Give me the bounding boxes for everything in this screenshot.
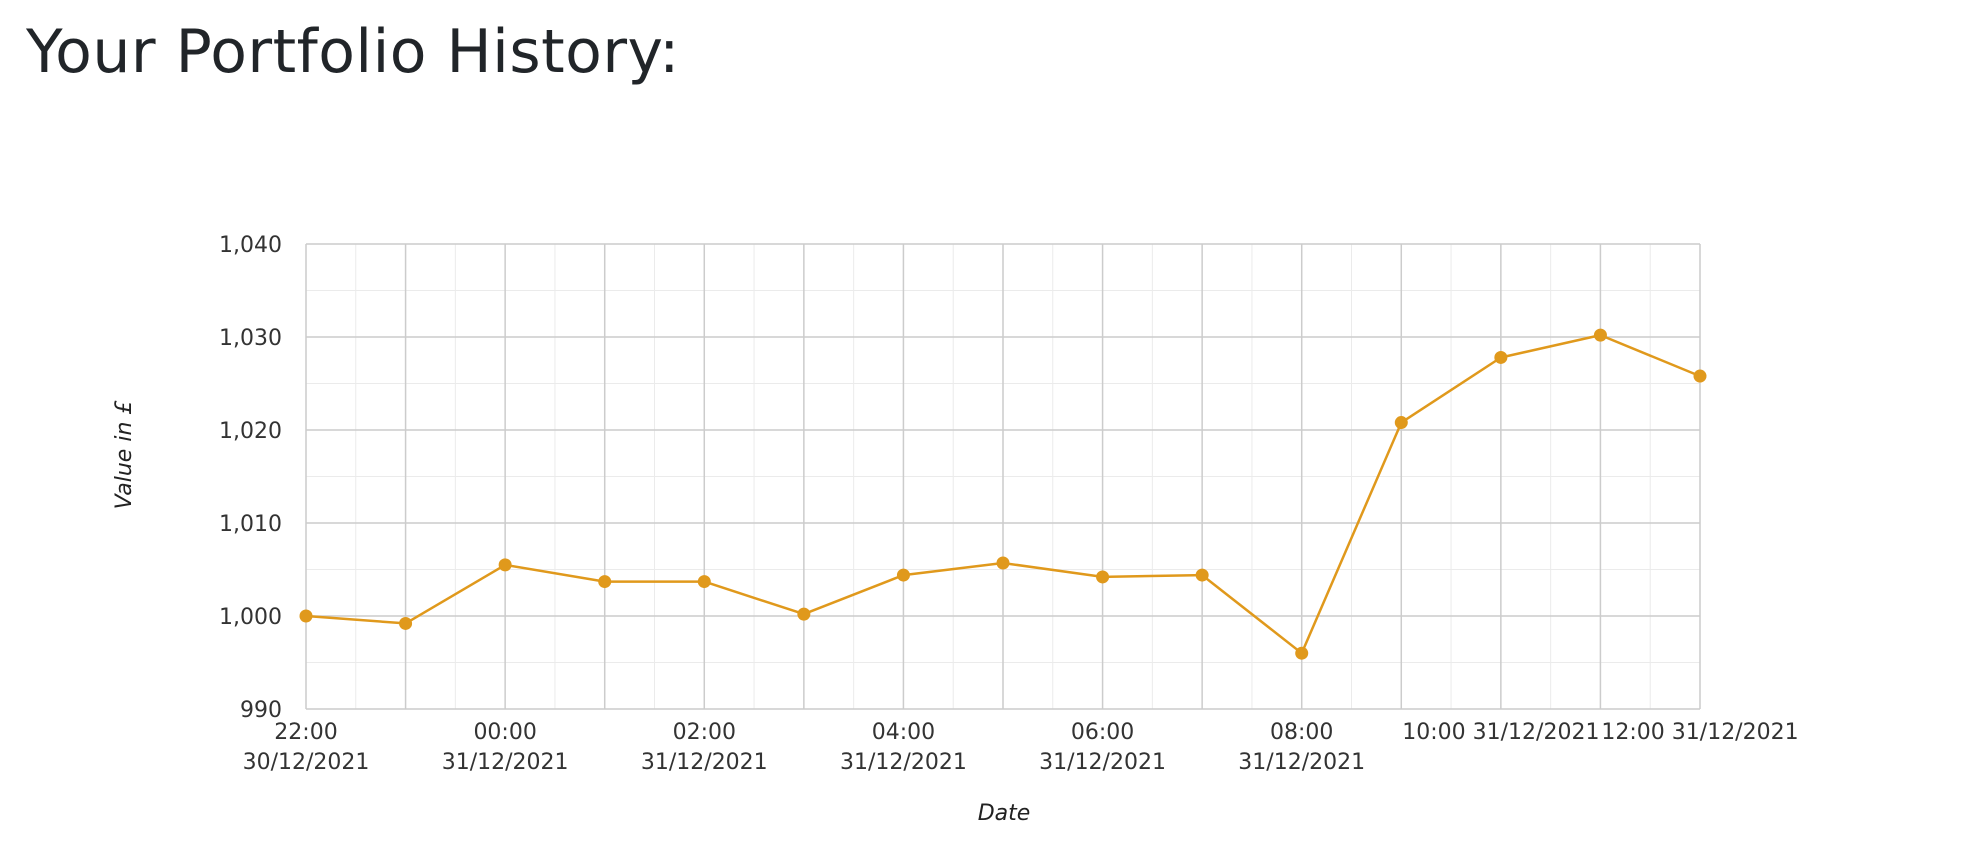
x-tick-label: 02:00 — [673, 720, 736, 745]
x-tick-date-label: 30/12/2021 — [243, 750, 370, 775]
y-tick-label: 990 — [240, 698, 282, 723]
x-tick-date-label: 31/12/2021 — [641, 750, 768, 775]
x-tick-label: 08:00 — [1270, 720, 1333, 745]
data-point — [996, 556, 1010, 570]
y-axis-title: Value in £ — [112, 400, 137, 510]
data-point — [1593, 328, 1607, 342]
x-tick-date-label: 31/12/2021 — [442, 750, 569, 775]
y-tick-label: 1,010 — [219, 512, 282, 537]
data-point — [598, 575, 612, 589]
x-tick-date-label: 31/12/2021 — [1238, 750, 1365, 775]
data-point — [498, 558, 512, 572]
data-point — [797, 607, 811, 621]
y-tick-label: 1,020 — [219, 419, 282, 444]
series-layer — [299, 328, 1707, 660]
data-point — [896, 568, 910, 582]
data-point — [1295, 646, 1309, 660]
x-tick-label: 22:00 — [274, 720, 337, 745]
x-axis-ticks: 22:00 30/12/2021 00:00 31/12/2021 02:00 31/12… — [243, 720, 1799, 775]
x-tick-label: 12:00 31/12/2021 — [1601, 720, 1798, 745]
data-point — [399, 616, 413, 630]
data-point — [1494, 350, 1508, 364]
y-tick-label: 1,000 — [219, 605, 282, 630]
y-tick-label: 1,030 — [219, 326, 282, 351]
major-gridlines — [305, 243, 1701, 710]
x-tick-date-label: 31/12/2021 — [1039, 750, 1166, 775]
x-tick-label: 00:00 — [473, 720, 536, 745]
data-point — [1195, 568, 1209, 582]
x-tick-label: 04:00 — [872, 720, 935, 745]
data-point — [299, 609, 313, 623]
data-point — [697, 575, 711, 589]
x-axis-title: Date — [978, 801, 1031, 826]
data-point — [1096, 570, 1110, 584]
x-tick-label: 06:00 — [1071, 720, 1134, 745]
data-point — [1693, 369, 1707, 383]
y-axis-ticks: 990 1,000 1,010 1,020 1,030 1,040 — [219, 233, 282, 723]
data-point — [1394, 416, 1408, 430]
y-tick-label: 1,040 — [219, 233, 282, 258]
page-title: Your Portfolio History: — [26, 17, 680, 87]
x-tick-label: 10:00 31/12/2021 — [1402, 720, 1599, 745]
x-tick-date-label: 31/12/2021 — [840, 750, 967, 775]
